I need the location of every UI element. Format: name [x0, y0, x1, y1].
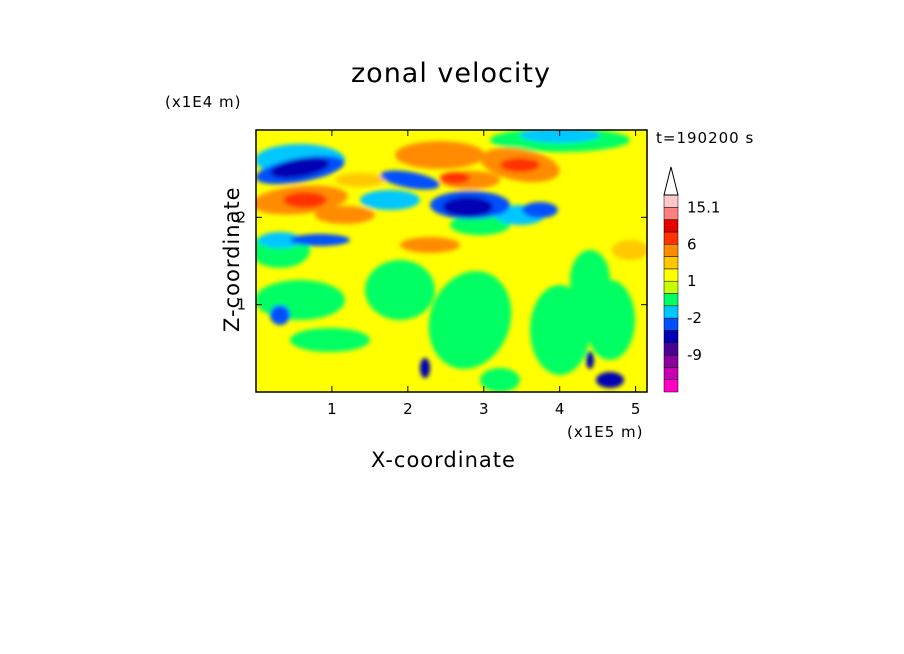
colorbar-label: 6 [687, 235, 697, 253]
colorbar-swatch [663, 317, 679, 331]
colorbar-swatch [663, 305, 679, 319]
colorbar-label: -9 [687, 346, 702, 364]
colorbar-swatch [663, 244, 679, 257]
colorbar-swatch [663, 268, 679, 282]
x-tick-label: 3 [479, 400, 489, 418]
y-tick-label: 1 [236, 296, 246, 314]
colorbar-swatch [663, 293, 679, 307]
colorbar-extend-arrow [663, 166, 679, 196]
x-unit-label: (x1E5 m) [567, 423, 644, 441]
x-axis-label: X-coordinate [371, 448, 516, 472]
colorbar-swatch [663, 207, 679, 220]
colorbar-swatch [663, 342, 679, 356]
colorbar-swatch [663, 280, 679, 294]
colorbar-swatch [663, 219, 679, 233]
colorbar-swatch [663, 330, 679, 343]
colorbar-swatch [663, 379, 679, 393]
x-tick-label: 5 [631, 400, 641, 418]
chart-title: zonal velocity [351, 58, 551, 89]
y-unit-label: (x1E4 m) [165, 93, 242, 111]
plot-frame [255, 129, 648, 393]
colorbar-label: 1 [687, 272, 697, 290]
colorbar-label: -2 [687, 309, 702, 327]
time-label: t=190200 s [656, 129, 755, 147]
colorbar-swatch [663, 354, 679, 368]
y-ticks: 12 [236, 208, 647, 314]
x-tick-label: 4 [555, 400, 565, 418]
x-ticks: 1 2 3 4 5 [327, 130, 640, 418]
velocity-field [256, 130, 647, 392]
colorbar: 15.1 6 1 -2 -9 [663, 166, 720, 393]
y-tick-label: 2 [236, 208, 246, 226]
colorbar-swatch [663, 256, 679, 270]
colorbar-swatch [663, 367, 679, 380]
colorbar-swatch [663, 231, 679, 245]
x-tick-label: 1 [327, 400, 337, 418]
x-tick-label: 2 [403, 400, 413, 418]
colorbar-label: 15.1 [687, 198, 720, 216]
colorbar-swatch [663, 194, 679, 208]
